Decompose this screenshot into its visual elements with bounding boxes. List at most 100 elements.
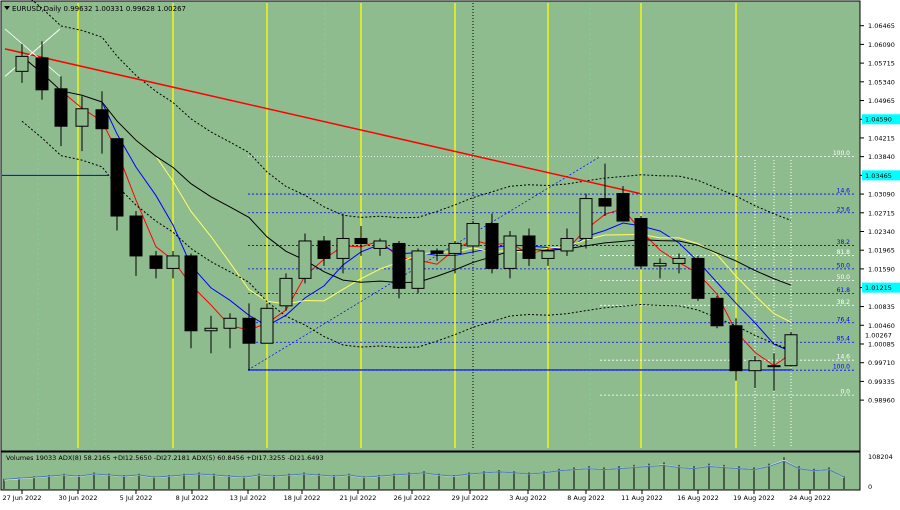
price-tag-label: 1.03465 xyxy=(865,172,892,180)
bear-candle xyxy=(392,242,406,289)
cross-line xyxy=(4,28,61,77)
bull-candle xyxy=(748,360,762,372)
bull-candle xyxy=(15,55,29,72)
bear-candle xyxy=(35,57,49,91)
bull-candle xyxy=(448,242,462,254)
bear-candle xyxy=(129,215,143,257)
bull-candle xyxy=(767,365,781,368)
bull-candle xyxy=(75,108,89,127)
x-tick-label: 19 Aug 2022 xyxy=(733,494,775,502)
y-tick-label: 1.00835 xyxy=(868,303,895,311)
bear-candle xyxy=(54,88,68,127)
level-price-tag xyxy=(862,282,900,293)
y-tick-label: 1.00085 xyxy=(868,340,895,348)
bull-candle xyxy=(466,223,480,247)
indicator-label: Volumes 19033 ADX(8) 58.2165 +DI12.5650 … xyxy=(6,454,324,462)
bear-candle xyxy=(485,223,499,269)
x-tick-label: 21 Jul 2022 xyxy=(340,494,377,502)
y-tick-label: 1.02340 xyxy=(868,228,895,236)
fib-level-label: 14.6 xyxy=(837,354,851,361)
x-tick-label: 8 Jul 2022 xyxy=(176,494,209,502)
level-price-tag xyxy=(862,170,900,181)
ma-blue-line xyxy=(21,55,792,352)
y-tick-label: 1.03090 xyxy=(868,191,895,199)
bear-candle xyxy=(616,193,630,222)
bear-candle xyxy=(95,109,109,130)
x-tick-label: 27 Jun 2022 xyxy=(2,494,41,502)
x-tick-label: 3 Aug 2022 xyxy=(509,494,547,502)
y-tick-label: 0.99335 xyxy=(868,378,895,386)
x-tick-label: 30 Jun 2022 xyxy=(58,494,97,502)
bear-candle xyxy=(242,317,256,344)
fib-level-label: 50.0 xyxy=(837,262,851,269)
symbol-header: EURUSD,Daily 0.99632 1.00331 0.99628 1.0… xyxy=(12,5,186,13)
y-tick-label: 1.01590 xyxy=(868,265,895,273)
x-tick-label: 11 Aug 2022 xyxy=(621,494,663,502)
bull-candle xyxy=(579,198,593,239)
bull-candle xyxy=(204,327,218,332)
bear-candle xyxy=(729,325,743,372)
fib-level-label: 76.4 xyxy=(837,316,851,323)
y-tick-label: 1.03840 xyxy=(868,153,895,161)
y-tick-label: 1.06090 xyxy=(868,41,895,49)
fib-level-label: 61.8 xyxy=(837,287,851,294)
bear-candle xyxy=(317,240,331,259)
x-tick-label: 5 Jul 2022 xyxy=(120,494,153,502)
x-tick-label: 16 Aug 2022 xyxy=(677,494,719,502)
x-tick-label: 8 Aug 2022 xyxy=(567,494,605,502)
y-tick-label: 1.00460 xyxy=(868,322,895,330)
bear-candle xyxy=(110,138,124,217)
bear-candle xyxy=(691,257,705,299)
fib-level-label: 0.0 xyxy=(840,389,850,396)
y-tick-label: 1.04215 xyxy=(868,134,895,142)
bull-candle xyxy=(336,237,350,259)
fib-level-label: 100.0 xyxy=(833,150,850,157)
fib-level-label: 23.6 xyxy=(837,206,851,213)
y-tick-label: 0.98960 xyxy=(868,397,895,405)
fib-level-label: 14.6 xyxy=(837,188,851,195)
bull-candle xyxy=(411,250,425,289)
x-tick-label: 29 Jul 2022 xyxy=(452,494,489,502)
ma-black-line xyxy=(21,55,792,286)
y-tick-label: 1.01965 xyxy=(868,247,895,255)
bull-candle xyxy=(373,240,387,249)
bull-candle xyxy=(653,262,667,267)
fib-level-label: 81.8 xyxy=(837,249,851,256)
bear-candle xyxy=(354,237,368,244)
bear-candle xyxy=(149,255,163,269)
trend-line xyxy=(4,48,641,195)
x-tick-label: 26 Jul 2022 xyxy=(394,494,431,502)
price-panel-background xyxy=(0,0,861,452)
price-tag-label: 1.01215 xyxy=(865,284,892,292)
x-tick-label: 24 Aug 2022 xyxy=(789,494,831,502)
bull-candle xyxy=(166,255,180,269)
bull-candle xyxy=(223,317,237,329)
fib-level-label: 38.2 xyxy=(837,239,851,246)
bear-candle xyxy=(598,198,612,207)
current-price-tag xyxy=(862,329,900,340)
adx-blue-line xyxy=(3,460,845,480)
bear-candle xyxy=(184,255,198,332)
indicator-panel-background xyxy=(0,451,861,491)
y-tick-label: 1.05340 xyxy=(868,78,895,86)
bull-candle xyxy=(260,307,274,344)
bull-candle xyxy=(298,240,312,279)
fib-level-label: 100.0 xyxy=(833,364,850,371)
y-tick-label: 1.06465 xyxy=(868,22,895,30)
x-tick-label: 18 Jul 2022 xyxy=(284,494,321,502)
header-dropdown-icon[interactable] xyxy=(4,6,10,10)
bull-candle xyxy=(672,257,686,264)
bull-candle xyxy=(541,250,555,259)
y-tick-label: 1.05715 xyxy=(868,60,895,68)
indicator-scale-min: 0 xyxy=(868,483,872,491)
bear-candle xyxy=(522,235,536,259)
y-tick-label: 0.99710 xyxy=(868,359,895,367)
bull-candle xyxy=(784,334,798,367)
bear-candle xyxy=(710,297,724,327)
bear-candle xyxy=(430,250,444,254)
price-tag-label: 1.00267 xyxy=(865,331,892,339)
fib-level-label: 85.4 xyxy=(837,336,851,343)
indicator-scale-max: 108204 xyxy=(868,453,893,461)
